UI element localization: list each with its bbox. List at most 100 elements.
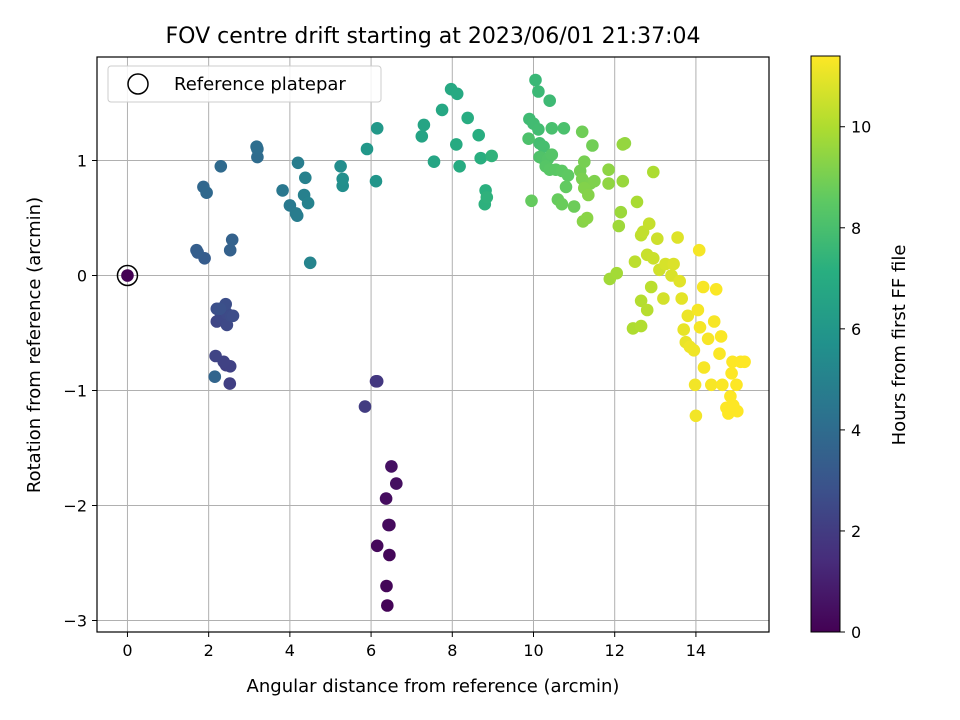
scatter-point <box>334 160 347 173</box>
scatter-points <box>116 73 751 612</box>
colorbar-tick-label: 6 <box>851 320 861 339</box>
scatter-point <box>575 125 589 139</box>
scatter-point <box>532 85 545 98</box>
y-tick-label: −2 <box>63 497 87 516</box>
scatter-point <box>578 155 591 168</box>
scatter-point <box>213 302 227 316</box>
scatter-point <box>714 330 728 343</box>
scatter-point <box>380 579 393 593</box>
legend-box <box>107 65 382 103</box>
plot-frame <box>96 56 770 633</box>
scatter-point <box>290 209 304 222</box>
scatter-point <box>537 140 550 153</box>
scatter-point <box>630 195 644 209</box>
scatter-point <box>200 186 213 199</box>
legend: Reference platepar <box>107 65 382 103</box>
scatter-point <box>214 160 228 173</box>
scatter-point <box>545 122 559 135</box>
x-axis-label: Angular distance from reference (arcmin) <box>247 676 620 697</box>
y-tick-label: −3 <box>63 612 87 631</box>
scatter-point <box>190 243 203 257</box>
x-tick-label: 6 <box>366 641 376 660</box>
legend-label-reference: Reference platepar <box>174 74 346 95</box>
colorbar: 0 2 4 6 8 10 Hours from first FF file <box>810 55 910 642</box>
scatter-point <box>474 151 488 165</box>
scatter-point <box>687 344 701 357</box>
scatter-point <box>453 160 466 173</box>
scatter-point <box>602 177 615 190</box>
scatter-point <box>555 197 569 211</box>
x-tick-label: 4 <box>285 641 295 660</box>
colorbar-tick-label: 8 <box>851 219 861 238</box>
reference-point <box>121 269 134 282</box>
colorbar-gradient <box>810 55 841 633</box>
scatter-point <box>677 323 690 336</box>
scatter-point <box>370 375 384 388</box>
scatter-point <box>667 257 680 271</box>
scatter-point <box>616 174 630 188</box>
y-axis-label: Rotation from reference (arcmin) <box>24 197 45 493</box>
colorbar-tick-label: 4 <box>851 421 861 440</box>
scatter-point <box>415 130 429 143</box>
scatter-point <box>644 280 658 294</box>
scatter-point <box>383 548 396 562</box>
scatter-point <box>588 174 601 188</box>
scatter-point <box>301 196 315 210</box>
scatter-point <box>223 243 237 257</box>
scatter-point <box>529 73 542 87</box>
scatter-point <box>696 280 710 294</box>
scatter-point <box>705 378 718 392</box>
scatter-point <box>713 347 726 361</box>
scatter-point <box>693 321 707 334</box>
scatter-point <box>586 139 599 152</box>
scatter-point <box>675 292 688 305</box>
x-tick-label: 12 <box>605 641 625 660</box>
scatter-point <box>692 243 706 257</box>
scatter-point <box>525 194 538 208</box>
scatter-point <box>725 367 738 380</box>
scatter-point <box>582 188 595 202</box>
scatter-point <box>303 256 317 270</box>
scatter-point <box>709 283 723 296</box>
scatter-point <box>634 294 648 308</box>
y-tick-label: −1 <box>63 382 87 401</box>
scatter-point <box>557 122 571 135</box>
scatter-point <box>223 377 237 390</box>
scatter-point <box>701 332 715 346</box>
scatter-point <box>382 518 395 532</box>
scatter-point <box>602 163 615 176</box>
scatter-point <box>707 315 721 328</box>
scatter-point <box>612 219 626 233</box>
x-tick-label: 0 <box>122 641 132 660</box>
scatter-point <box>580 211 594 225</box>
scatter-point <box>381 599 394 612</box>
scatter-point <box>657 292 670 305</box>
chart-title: FOV centre drift starting at 2023/06/01 … <box>166 24 701 49</box>
scatter-point <box>730 378 743 392</box>
scatter-point <box>647 251 660 265</box>
scatter-point <box>559 180 573 194</box>
scatter-point <box>628 255 642 268</box>
colorbar-ticks: 0 2 4 6 8 10 <box>840 118 871 642</box>
colorbar-tick-label: 0 <box>851 623 861 642</box>
scatter-point <box>673 274 686 288</box>
grid-lines <box>97 57 769 632</box>
x-tick-label: 8 <box>447 641 457 660</box>
scatter-point <box>208 370 222 384</box>
x-tick-label: 14 <box>686 641 706 660</box>
scatter-point <box>640 303 654 317</box>
scatter-point <box>450 87 464 101</box>
scatter-point <box>689 409 703 423</box>
scatter-point <box>417 118 431 132</box>
scatter-point <box>360 142 374 156</box>
scatter-point <box>250 140 263 153</box>
scatter-point <box>480 191 494 204</box>
scatter-point <box>691 303 705 317</box>
scatter-point <box>385 460 398 473</box>
scatter-point <box>226 309 240 323</box>
scatter-point <box>697 361 711 374</box>
colorbar-tick-label: 2 <box>851 522 861 541</box>
scatter-point <box>647 165 660 179</box>
scatter-point <box>461 111 475 125</box>
